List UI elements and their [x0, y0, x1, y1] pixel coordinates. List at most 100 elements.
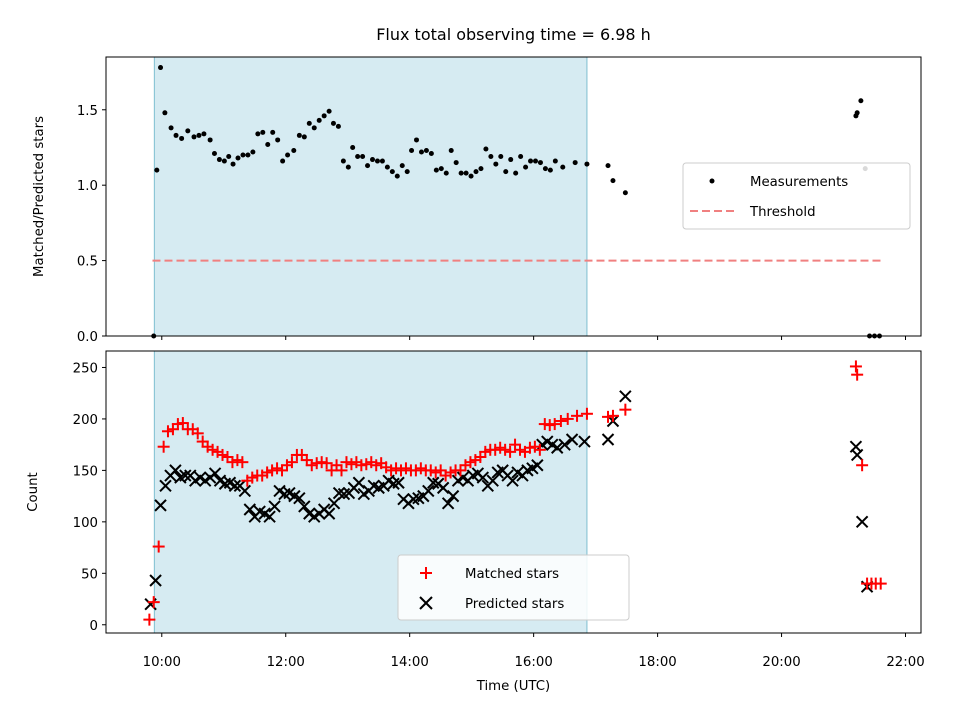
- measurement-point: [296, 132, 302, 138]
- measurement-point: [552, 158, 558, 164]
- measurement-point: [230, 161, 236, 167]
- measurement-point: [260, 129, 266, 135]
- measurement-point: [473, 169, 479, 175]
- measurement-point: [306, 120, 312, 126]
- measurement-point: [330, 120, 336, 126]
- matched-star-point: [157, 440, 170, 453]
- measurement-point: [854, 110, 860, 116]
- measurement-point: [173, 132, 179, 138]
- predicted-star-point: [565, 433, 579, 446]
- legend-measurements-label: Measurements: [750, 175, 848, 190]
- measurement-point: [493, 161, 499, 167]
- matched-star-point: [285, 456, 298, 469]
- measurement-point: [404, 169, 410, 175]
- measurement-point: [280, 158, 286, 164]
- legend-matched-marker: [420, 567, 432, 579]
- matched-star-point: [619, 403, 632, 416]
- measurement-points: [151, 65, 882, 339]
- matched-star-point: [856, 459, 869, 472]
- measurement-point: [316, 117, 322, 123]
- measurement-point: [179, 135, 185, 141]
- predicted-star-point: [238, 484, 252, 498]
- bottom-y-tick-label: 250: [73, 361, 98, 376]
- measurement-point: [291, 148, 297, 154]
- predicted-star-point: [154, 499, 167, 512]
- legend-predicted-marker: [419, 596, 433, 610]
- measurement-point: [365, 163, 371, 169]
- matched-star-point: [548, 418, 561, 431]
- top-y-tick-label: 0.5: [77, 255, 98, 270]
- measurement-point: [154, 167, 160, 173]
- matched-star-point: [147, 596, 160, 609]
- matched-star-point: [320, 457, 333, 470]
- legend-threshold-label: Threshold: [749, 205, 816, 220]
- predicted-star-point: [268, 500, 281, 513]
- measurement-point: [443, 170, 449, 176]
- bottom-y-tick-label: 50: [81, 567, 98, 582]
- predicted-star-point: [506, 474, 519, 487]
- x-tick-label: 20:00: [762, 655, 800, 670]
- predicted-star-point: [159, 479, 172, 493]
- measurement-point: [370, 157, 376, 163]
- measurement-point: [414, 137, 420, 143]
- measurement-point: [374, 158, 380, 164]
- measurement-point: [418, 149, 424, 155]
- predicted-star-point: [601, 433, 615, 446]
- measurement-point: [622, 190, 628, 196]
- measurement-point: [537, 160, 543, 166]
- measurement-point: [326, 108, 332, 114]
- matched-star-point: [176, 417, 189, 430]
- predicted-star-point: [298, 500, 311, 513]
- measurement-point: [468, 173, 474, 179]
- measurement-point: [488, 154, 494, 160]
- measurement-point: [250, 149, 256, 155]
- predicted-star-point: [531, 459, 544, 472]
- measurement-point: [355, 154, 361, 160]
- predicted-star-point: [322, 507, 336, 520]
- measurement-point: [508, 157, 514, 163]
- legend-predicted-label: Predicted stars: [465, 597, 564, 612]
- predicted-star-point: [476, 471, 490, 484]
- measurement-point: [335, 123, 341, 129]
- measurement-point: [463, 170, 469, 176]
- predicted-star-point: [392, 476, 405, 489]
- predicted-star-point: [486, 474, 499, 487]
- measurement-point: [547, 167, 553, 173]
- measurement-point: [438, 166, 444, 172]
- matched-star-point: [561, 412, 574, 425]
- measurement-point: [360, 154, 366, 160]
- bottom-y-ticks: 0 50 100 150 200 250: [73, 361, 106, 634]
- matched-star-point: [152, 540, 165, 553]
- x-tick-label: 14:00: [391, 655, 429, 670]
- matched-star-point: [580, 407, 593, 420]
- measurement-point: [610, 178, 616, 184]
- predicted-star-point: [558, 438, 571, 451]
- measurement-point: [196, 132, 202, 138]
- predicted-star-point: [327, 497, 341, 510]
- measurement-point: [428, 151, 434, 157]
- measurement-point: [458, 170, 464, 176]
- matched-star-point: [606, 409, 619, 422]
- measurement-point: [399, 163, 405, 169]
- predicted-star-point: [149, 574, 162, 587]
- measurement-point: [185, 128, 191, 134]
- top-axes-frame: [105, 56, 922, 337]
- measurement-point: [389, 169, 395, 175]
- bottom-y-tick-label: 200: [73, 413, 98, 428]
- matched-star-point: [554, 414, 567, 427]
- bottom-legend: Matched stars Predicted stars: [397, 554, 630, 621]
- measurement-point: [542, 166, 548, 172]
- bottom-y-tick-label: 0: [90, 619, 98, 634]
- matched-star-point: [191, 427, 204, 440]
- top-observing-span: [153, 56, 588, 337]
- measurement-point: [350, 144, 356, 150]
- matched-star-point: [236, 456, 249, 469]
- measurement-point: [409, 148, 415, 154]
- top-panel: 0.0 0.5 1.0 1.5 Flux total observing time =…: [32, 25, 922, 345]
- measurement-point: [858, 98, 864, 104]
- measurement-point: [478, 166, 484, 172]
- predicted-star-point: [578, 435, 591, 448]
- bottom-legend-box: [397, 554, 630, 621]
- measurement-point: [379, 158, 385, 164]
- measurement-point: [321, 113, 327, 119]
